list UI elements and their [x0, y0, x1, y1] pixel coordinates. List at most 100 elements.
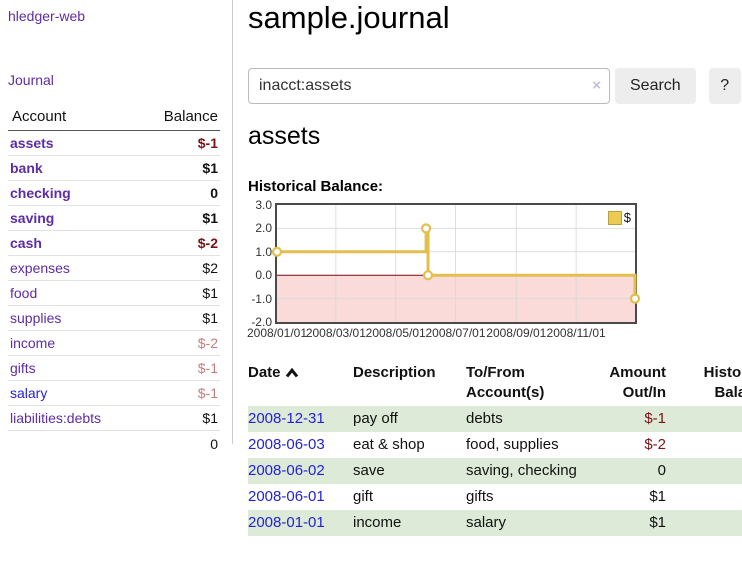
account-link-saving[interactable]: saving — [10, 210, 55, 226]
account-link-gifts[interactable]: gifts — [10, 360, 36, 376]
account-heading: assets — [248, 122, 321, 150]
account-link-liabilities-debts[interactable]: liabilities:debts — [10, 410, 102, 426]
transaction-amount: $1 — [649, 488, 666, 505]
accounts-header-account: Account — [8, 106, 114, 131]
table-row: 2008-06-01 gift gifts $1 $2 — [248, 484, 742, 510]
account-balance: $1 — [114, 155, 220, 181]
account-balance: $-1 — [114, 130, 220, 156]
register-header-amount: Amount Out/In — [609, 364, 666, 401]
transaction-amount: $1 — [649, 514, 666, 531]
transaction-date-link[interactable]: 2008-01-01 — [248, 514, 325, 531]
table-row: 2008-06-03 eat & shop food, supplies $-2 0 — [248, 432, 742, 458]
register-header-balance: Historical Balance — [703, 364, 742, 401]
search-button[interactable]: Search — [615, 68, 696, 104]
register-header-accounts: To/From Account(s) — [466, 364, 545, 401]
app-brand-link[interactable]: hledger-web — [8, 8, 86, 24]
transaction-description: income — [353, 514, 402, 531]
account-link-checking[interactable]: checking — [10, 185, 71, 201]
help-button[interactable]: ? — [708, 68, 741, 104]
account-link-food[interactable]: food — [10, 285, 38, 301]
account-row: checking 0 — [8, 180, 220, 206]
account-row: assets $-1 — [8, 130, 220, 156]
y-axis-tick-label: 0.0 — [255, 268, 272, 283]
account-row: gifts $-1 — [8, 355, 220, 381]
y-axis-tick-label: -2.0 — [251, 315, 272, 329]
account-balance: $-2 — [114, 230, 220, 256]
legend-swatch-icon — [607, 210, 622, 225]
transaction-accounts: salary — [466, 514, 507, 531]
table-row: 2008-06-02 save saving, checking 0 $2 — [248, 458, 742, 484]
transaction-description: eat & shop — [353, 436, 425, 453]
account-link-bank[interactable]: bank — [10, 160, 43, 176]
chart-canvas — [271, 205, 641, 322]
account-row: saving $1 — [8, 205, 220, 231]
account-balance: $-1 — [114, 380, 220, 406]
account-row: income $-2 — [8, 330, 220, 356]
transaction-balance: $2 — [674, 458, 742, 484]
main-content: sample.journal × Search ? assets Histori… — [247, 0, 742, 582]
account-link-assets[interactable]: assets — [10, 135, 54, 151]
account-balance: $-1 — [114, 355, 220, 381]
y-axis-tick-label: 3.0 — [255, 198, 272, 212]
account-balance: $1 — [114, 405, 220, 431]
transaction-accounts: debts — [466, 410, 503, 427]
table-row: 2008-12-31 pay off debts $-1 $-1 — [248, 406, 742, 432]
register-table: Date Description To/From Account(s) Amou… — [248, 360, 742, 536]
sidebar-item-journal[interactable]: Journal — [8, 72, 54, 88]
account-balance: $2 — [114, 255, 220, 281]
search-input[interactable] — [248, 68, 610, 104]
account-balance: $-2 — [114, 330, 220, 356]
account-link-expenses[interactable]: expenses — [10, 260, 70, 276]
accounts-total-value: 0 — [8, 430, 220, 456]
transaction-description: gift — [353, 488, 374, 505]
x-axis-tick-label: 2008/07/01 — [425, 326, 486, 340]
x-axis-tick-label: 2008/09/01 — [486, 326, 547, 340]
transaction-balance: $1 — [674, 510, 742, 536]
account-row: bank $1 — [8, 155, 220, 181]
chart-legend: $ — [607, 210, 631, 225]
accounts-header-balance: Balance — [114, 106, 220, 131]
sort-asc-icon — [285, 367, 298, 378]
transaction-amount: $-1 — [644, 410, 666, 427]
account-row: cash $-2 — [8, 230, 220, 256]
register-header-date[interactable]: Date — [248, 360, 353, 406]
x-axis-tick-label: 2008/01/01 — [246, 326, 308, 340]
account-balance: $1 — [114, 305, 220, 331]
chart-title: Historical Balance: — [248, 178, 384, 195]
transaction-balance: $-1 — [674, 406, 742, 432]
x-axis-tick-label: 2008/03/01 — [305, 326, 366, 340]
historical-balance-chart: $ 3.0 2.0 1.0 0.0 -1.0 -2.0 2008/01/01 2008/03… — [247, 198, 742, 351]
accounts-table: Account Balance assets $-1 bank $1 checking 0… — [8, 106, 220, 456]
account-link-income[interactable]: income — [10, 335, 56, 351]
account-link-salary[interactable]: salary — [10, 385, 48, 401]
y-axis-tick-label: 1.0 — [255, 244, 272, 259]
transaction-amount: 0 — [657, 462, 666, 479]
transaction-accounts: food, supplies — [466, 436, 559, 453]
clear-search-icon[interactable]: × — [592, 77, 601, 94]
account-link-supplies[interactable]: supplies — [10, 310, 62, 326]
account-balance: $1 — [114, 280, 220, 306]
account-row: supplies $1 — [8, 305, 220, 331]
transaction-description: pay off — [353, 410, 398, 427]
chart-plot: $ — [271, 203, 641, 324]
accounts-total-row: 0 — [8, 430, 220, 456]
transaction-date-link[interactable]: 2008-06-02 — [248, 462, 325, 479]
account-balance: $1 — [114, 205, 220, 231]
register-header-description: Description — [353, 364, 436, 381]
transaction-date-link[interactable]: 2008-06-01 — [248, 488, 325, 505]
account-row: salary $-1 — [8, 380, 220, 406]
transaction-description: save — [353, 462, 385, 479]
register-table-body: 2008-12-31 pay off debts $-1 $-1 2008-06-03 ea… — [248, 406, 742, 536]
sidebar: hledger-web Journal Account Balance asse… — [0, 0, 233, 456]
transaction-amount: $-2 — [644, 436, 666, 453]
accounts-table-body: assets $-1 bank $1 checking 0 saving $1 cash $-2 e… — [8, 130, 220, 456]
transaction-date-link[interactable]: 2008-12-31 — [248, 410, 325, 427]
account-row: food $1 — [8, 280, 220, 306]
transaction-date-link[interactable]: 2008-06-03 — [248, 436, 325, 453]
account-link-cash[interactable]: cash — [10, 235, 42, 251]
transaction-accounts: saving, checking — [466, 462, 577, 479]
y-axis-tick-label: -1.0 — [251, 291, 272, 306]
search-bar: × Search ? — [248, 68, 742, 104]
account-row: liabilities:debts $1 — [8, 405, 220, 431]
y-axis-tick-label: 2.0 — [255, 221, 272, 236]
